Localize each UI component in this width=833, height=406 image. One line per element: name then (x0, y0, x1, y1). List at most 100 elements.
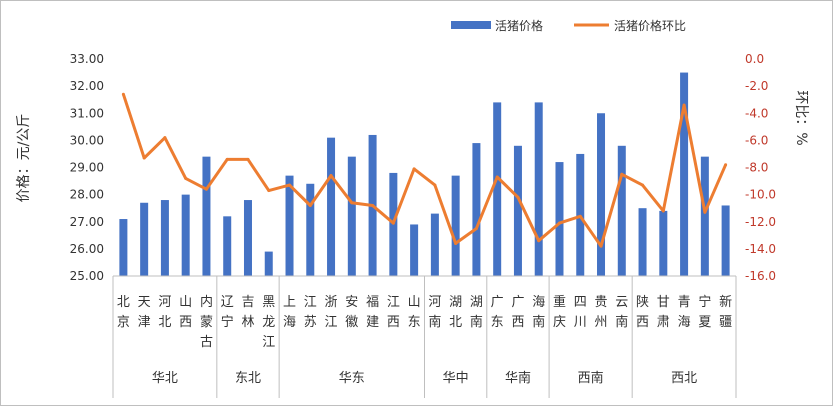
bar-广西 (513, 145, 522, 276)
category-label-海南: 海 (532, 295, 545, 310)
bar-河南 (430, 213, 439, 276)
line-point-青海 (682, 103, 686, 107)
bar-甘肃 (659, 210, 668, 276)
y-right-tick-label: -6.0 (745, 133, 768, 147)
category-label-湖北: 北 (449, 315, 462, 330)
line-point-江苏 (308, 203, 312, 207)
category-label-内蒙古: 古 (200, 335, 213, 350)
bar-广东 (493, 102, 502, 277)
category-label-山西: 山 (179, 295, 192, 310)
y-left-tick-label: 30.00 (70, 133, 104, 147)
category-label-广西: 广 (511, 295, 524, 310)
category-label-福建: 福 (366, 295, 379, 310)
bar-贵州 (597, 113, 606, 276)
category-label-甘肃: 甘 (657, 295, 670, 310)
category-label-甘肃: 肃 (657, 315, 670, 330)
line-point-甘肃 (661, 209, 665, 213)
y-right-tick-label: -4.0 (745, 106, 768, 120)
category-label-黑龙江: 黑 (262, 295, 275, 310)
y-right-tick-label: -2.0 (745, 79, 768, 93)
category-label-新疆: 疆 (719, 315, 732, 330)
y-left-tick-label: 32.00 (70, 79, 104, 93)
category-label-云南: 南 (615, 314, 628, 330)
category-label-上海: 上 (283, 295, 296, 310)
y-left-axis-title: 价格：元/公斤 (16, 114, 32, 203)
legend-bar-swatch (451, 21, 491, 29)
category-label-江苏: 苏 (304, 314, 317, 330)
y-left-tick-label: 33.00 (70, 52, 104, 66)
y-right-tick-label: -8.0 (745, 161, 768, 175)
bar-内蒙古 (202, 156, 211, 276)
category-label-上海: 海 (283, 315, 296, 330)
line-point-湖北 (454, 241, 458, 245)
line-series (121, 92, 728, 248)
group-label-西北: 西北 (671, 371, 697, 386)
bar-安徽 (347, 156, 356, 276)
category-label-云南: 云 (615, 295, 628, 310)
line-point-吉林 (246, 157, 250, 161)
line-point-浙江 (329, 174, 333, 178)
line-point-山东 (412, 167, 416, 171)
category-label-江苏: 江 (304, 295, 317, 310)
category-label-河北: 河 (158, 295, 171, 310)
y-left-tick-label: 29.00 (70, 161, 104, 175)
bar-天津 (140, 202, 149, 276)
y-right-tick-label: -12.0 (745, 215, 776, 229)
category-label-宁夏: 夏 (698, 315, 711, 330)
group-label-华东: 华东 (339, 371, 365, 386)
category-label-湖南: 南 (470, 314, 483, 330)
category-label-广东: 东 (491, 315, 504, 330)
category-label-江西: 西 (387, 315, 400, 330)
legend-bar-label: 活猪价格 (495, 18, 543, 33)
bar-浙江 (327, 137, 336, 276)
y-right-tick-label: -14.0 (745, 242, 776, 256)
line-point-江西 (391, 221, 395, 225)
line-point-山西 (184, 176, 188, 180)
y-right-axis-title: 环比：% (793, 90, 809, 145)
line-point-辽宁 (225, 157, 229, 161)
group-label-华北: 华北 (152, 371, 178, 386)
category-label-湖南: 湖 (470, 295, 483, 310)
category-label-浙江: 浙 (325, 295, 338, 310)
bar-河北 (160, 200, 169, 276)
line-path (121, 93, 727, 248)
y-left-tick-label: 31.00 (70, 106, 104, 120)
category-label-贵州: 州 (595, 315, 608, 330)
category-label-陕西: 西 (636, 315, 649, 330)
bar-江苏 (306, 183, 315, 276)
bar-陕西 (638, 208, 647, 276)
category-label-广西: 西 (511, 315, 524, 330)
bar-山西 (181, 194, 190, 276)
line-point-河南 (433, 183, 437, 187)
bar-海南 (534, 102, 543, 277)
y-right-tick-label: 0.0 (745, 52, 764, 66)
category-label-安徽: 徽 (345, 315, 358, 330)
bar-青海 (680, 72, 689, 276)
category-label-黑龙江: 龙 (262, 315, 275, 330)
category-label-安徽: 安 (345, 295, 358, 310)
category-label-贵州: 贵 (595, 295, 608, 310)
category-label-海南: 南 (532, 314, 545, 330)
category-label-福建: 建 (366, 315, 379, 330)
line-point-广西 (516, 195, 520, 199)
group-label-西南: 西南 (578, 370, 604, 386)
line-point-湖南 (474, 227, 478, 231)
category-label-北京: 北 (117, 295, 130, 310)
category-label-新疆: 新 (719, 294, 732, 310)
y-left-tick-label: 25.00 (70, 269, 104, 283)
legend: 活猪价格 活猪价格环比 (451, 18, 686, 33)
category-label-广东: 广 (491, 295, 504, 310)
bar-山东 (410, 224, 419, 276)
line-point-贵州 (599, 244, 603, 248)
category-label-四川: 四 (574, 295, 587, 310)
line-point-重庆 (557, 221, 561, 225)
category-label-吉林: 吉 (241, 295, 254, 310)
line-point-海南 (537, 239, 541, 243)
category-label-浙江: 江 (325, 315, 338, 330)
category-label-山东: 东 (408, 315, 421, 330)
category-label-北京: 京 (117, 315, 130, 330)
category-label-陕西: 陕 (636, 295, 649, 310)
line-point-天津 (142, 156, 146, 160)
bar-黑龙江 (264, 251, 273, 276)
